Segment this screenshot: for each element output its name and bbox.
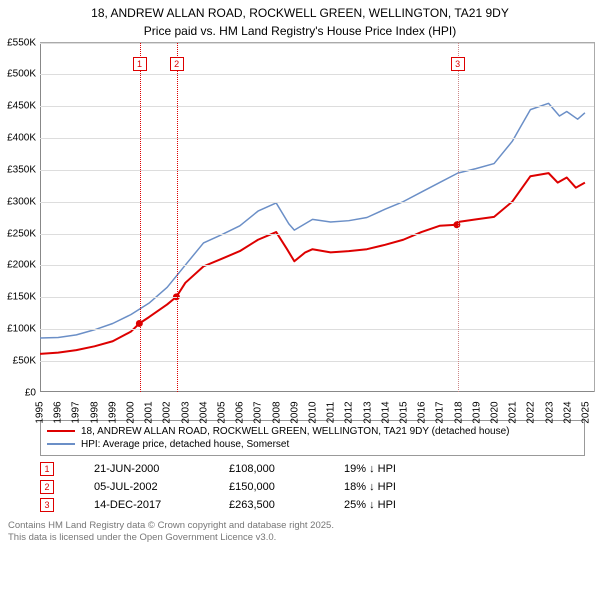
x-tick-label: 2016 [417,401,428,423]
x-tick-label: 2010 [307,401,318,423]
legend-swatch [47,443,75,445]
gridline [40,234,594,235]
x-tick-label: 2013 [362,401,373,423]
x-tick-label: 2002 [162,401,173,423]
chart-title-line2: Price paid vs. HM Land Registry's House … [0,24,600,42]
gridline [40,202,594,203]
event-price: £263,500 [229,499,304,511]
x-tick-label: 1999 [107,401,118,423]
footer-line1: Contains HM Land Registry data © Crown c… [8,520,592,532]
gridline [40,170,594,171]
x-tick-label: 2011 [326,401,337,423]
gridline [40,329,594,330]
legend-item: 18, ANDREW ALLAN ROAD, ROCKWELL GREEN, W… [47,425,578,438]
event-date: 21-JUN-2000 [94,463,189,475]
y-tick-label: £50K [13,355,36,366]
y-tick-label: £550K [7,37,36,48]
event-num: 1 [40,462,54,476]
x-tick-label: 2000 [125,401,136,423]
event-row: 3 14-DEC-2017 £263,500 25% ↓ HPI [40,498,560,512]
x-tick-label: 2023 [544,401,555,423]
x-tick-label: 2007 [253,401,264,423]
x-tick-label: 2017 [435,401,446,423]
event-price: £108,000 [229,463,304,475]
x-tick-label: 1995 [35,401,46,423]
legend-item: HPI: Average price, detached house, Some… [47,438,578,451]
x-tick-label: 2006 [235,401,246,423]
y-tick-label: £250K [7,228,36,239]
event-row: 2 05-JUL-2002 £150,000 18% ↓ HPI [40,480,560,494]
x-tick-label: 2001 [144,401,155,423]
x-tick-label: 2018 [453,401,464,423]
event-num: 2 [40,480,54,494]
x-tick-label: 2012 [344,401,355,423]
legend-label: 18, ANDREW ALLAN ROAD, ROCKWELL GREEN, W… [81,426,510,437]
event-delta: 18% ↓ HPI [344,481,396,493]
event-delta: 25% ↓ HPI [344,499,396,511]
x-tick-label: 2024 [562,401,573,423]
x-tick-label: 2004 [198,401,209,423]
gridline [40,265,594,266]
event-marker: 3 [451,57,465,71]
footer-line2: This data is licensed under the Open Gov… [8,532,592,544]
x-tick-label: 2009 [289,401,300,423]
event-date: 14-DEC-2017 [94,499,189,511]
gridline [40,297,594,298]
event-marker: 1 [133,57,147,71]
event-price: £150,000 [229,481,304,493]
x-tick-label: 2025 [580,401,591,423]
legend-box: 18, ANDREW ALLAN ROAD, ROCKWELL GREEN, W… [40,420,585,456]
y-tick-label: £150K [7,292,36,303]
footer-attribution: Contains HM Land Registry data © Crown c… [8,520,592,545]
event-date: 05-JUL-2002 [94,481,189,493]
y-tick-label: £100K [7,323,36,334]
x-tick-label: 2008 [271,401,282,423]
event-marker: 2 [170,57,184,71]
y-tick-label: £400K [7,133,36,144]
x-tick-label: 1996 [53,401,64,423]
x-tick-label: 2005 [216,401,227,423]
gridline [40,74,594,75]
legend-label: HPI: Average price, detached house, Some… [81,439,289,450]
y-tick-label: £350K [7,164,36,175]
chart-svg [40,43,594,392]
y-tick-label: £300K [7,196,36,207]
event-vline [458,43,459,392]
x-tick-label: 1998 [89,401,100,423]
gridline [40,43,594,44]
x-tick-label: 2022 [526,401,537,423]
y-tick-label: £500K [7,69,36,80]
y-tick-label: £450K [7,101,36,112]
y-tick-label: £200K [7,260,36,271]
x-tick-label: 2003 [180,401,191,423]
y-tick-label: £0 [25,387,36,398]
x-tick-label: 1997 [71,401,82,423]
chart-plot-area: £0£50K£100K£150K£200K£250K£300K£350K£400… [40,42,595,392]
chart-title-line1: 18, ANDREW ALLAN ROAD, ROCKWELL GREEN, W… [0,0,600,24]
event-num: 3 [40,498,54,512]
x-tick-label: 2021 [508,401,519,423]
x-tick-label: 2014 [380,401,391,423]
legend-swatch [47,430,75,432]
event-row: 1 21-JUN-2000 £108,000 19% ↓ HPI [40,462,560,476]
event-vline [177,43,178,392]
gridline [40,138,594,139]
x-tick-label: 2019 [471,401,482,423]
gridline [40,106,594,107]
x-tick-label: 2015 [398,401,409,423]
event-vline [140,43,141,392]
gridline [40,361,594,362]
x-tick-label: 2020 [489,401,500,423]
event-delta: 19% ↓ HPI [344,463,396,475]
